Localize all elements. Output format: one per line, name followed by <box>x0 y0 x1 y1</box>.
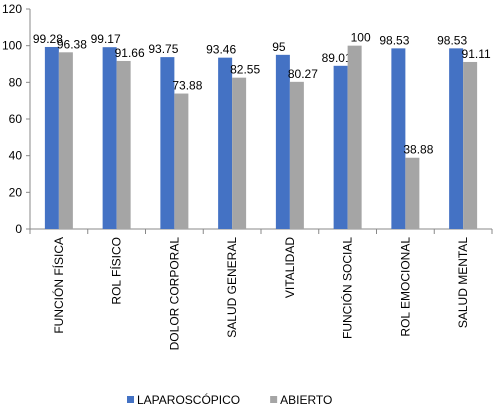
value-label: 99.28 <box>33 32 63 46</box>
legend-label: ABIERTO <box>280 393 332 406</box>
value-label: 93.75 <box>148 42 178 56</box>
x-tick-label: FUNCIÓN FÍSICA <box>51 237 66 334</box>
value-label: 82.55 <box>230 63 260 77</box>
value-label: 93.46 <box>206 43 236 57</box>
value-label: 91.11 <box>462 47 491 61</box>
bar <box>44 46 59 230</box>
bar <box>218 57 233 230</box>
bar <box>102 47 117 230</box>
legend-swatch <box>127 396 134 403</box>
bar <box>174 93 189 229</box>
y-tick-label: 120 <box>2 2 22 16</box>
x-tick-label: FUNCIÓN SOCIAL <box>340 237 355 339</box>
bar <box>58 52 73 230</box>
bar <box>160 57 175 229</box>
y-tick-label: 20 <box>9 185 23 199</box>
bar <box>405 157 420 229</box>
x-tick-label: DOLOR CORPORAL <box>167 237 181 351</box>
value-label: 99.17 <box>91 32 121 46</box>
value-label: 100 <box>351 31 371 45</box>
value-label: 73.88 <box>172 79 202 93</box>
y-tick-label: 80 <box>9 75 23 89</box>
bar <box>391 48 406 230</box>
y-tick-label: 0 <box>15 222 22 236</box>
bar <box>333 65 348 229</box>
x-tick-label: VITALIDAD <box>283 237 297 298</box>
legend-label: LAPAROSCÓPICO <box>137 392 240 406</box>
bar <box>347 45 362 229</box>
x-tick-label: SALUD GENERAL <box>225 237 239 338</box>
bar <box>463 61 478 230</box>
value-label: 38.88 <box>403 143 433 157</box>
y-tick-label: 40 <box>9 149 23 163</box>
value-label: 80.27 <box>288 67 318 81</box>
bar <box>289 81 304 229</box>
bar <box>449 48 464 230</box>
x-tick-label: SALUD MENTAL <box>456 237 470 328</box>
value-label: 89.01 <box>322 51 352 65</box>
x-tick-label: ROL EMOCIONAL <box>398 237 412 337</box>
value-label: 95 <box>272 40 286 54</box>
x-tick-label: ROL FÍSICO <box>109 237 124 305</box>
bar <box>232 77 247 230</box>
value-label: 91.66 <box>115 46 145 60</box>
legend-swatch <box>270 396 278 403</box>
value-label: 96.38 <box>57 37 87 51</box>
value-label: 98.53 <box>379 33 409 47</box>
bar <box>275 54 290 230</box>
bar <box>116 60 131 229</box>
y-tick-label: 100 <box>2 39 22 53</box>
y-tick-label: 60 <box>9 112 23 126</box>
value-label: 98.53 <box>437 33 467 47</box>
